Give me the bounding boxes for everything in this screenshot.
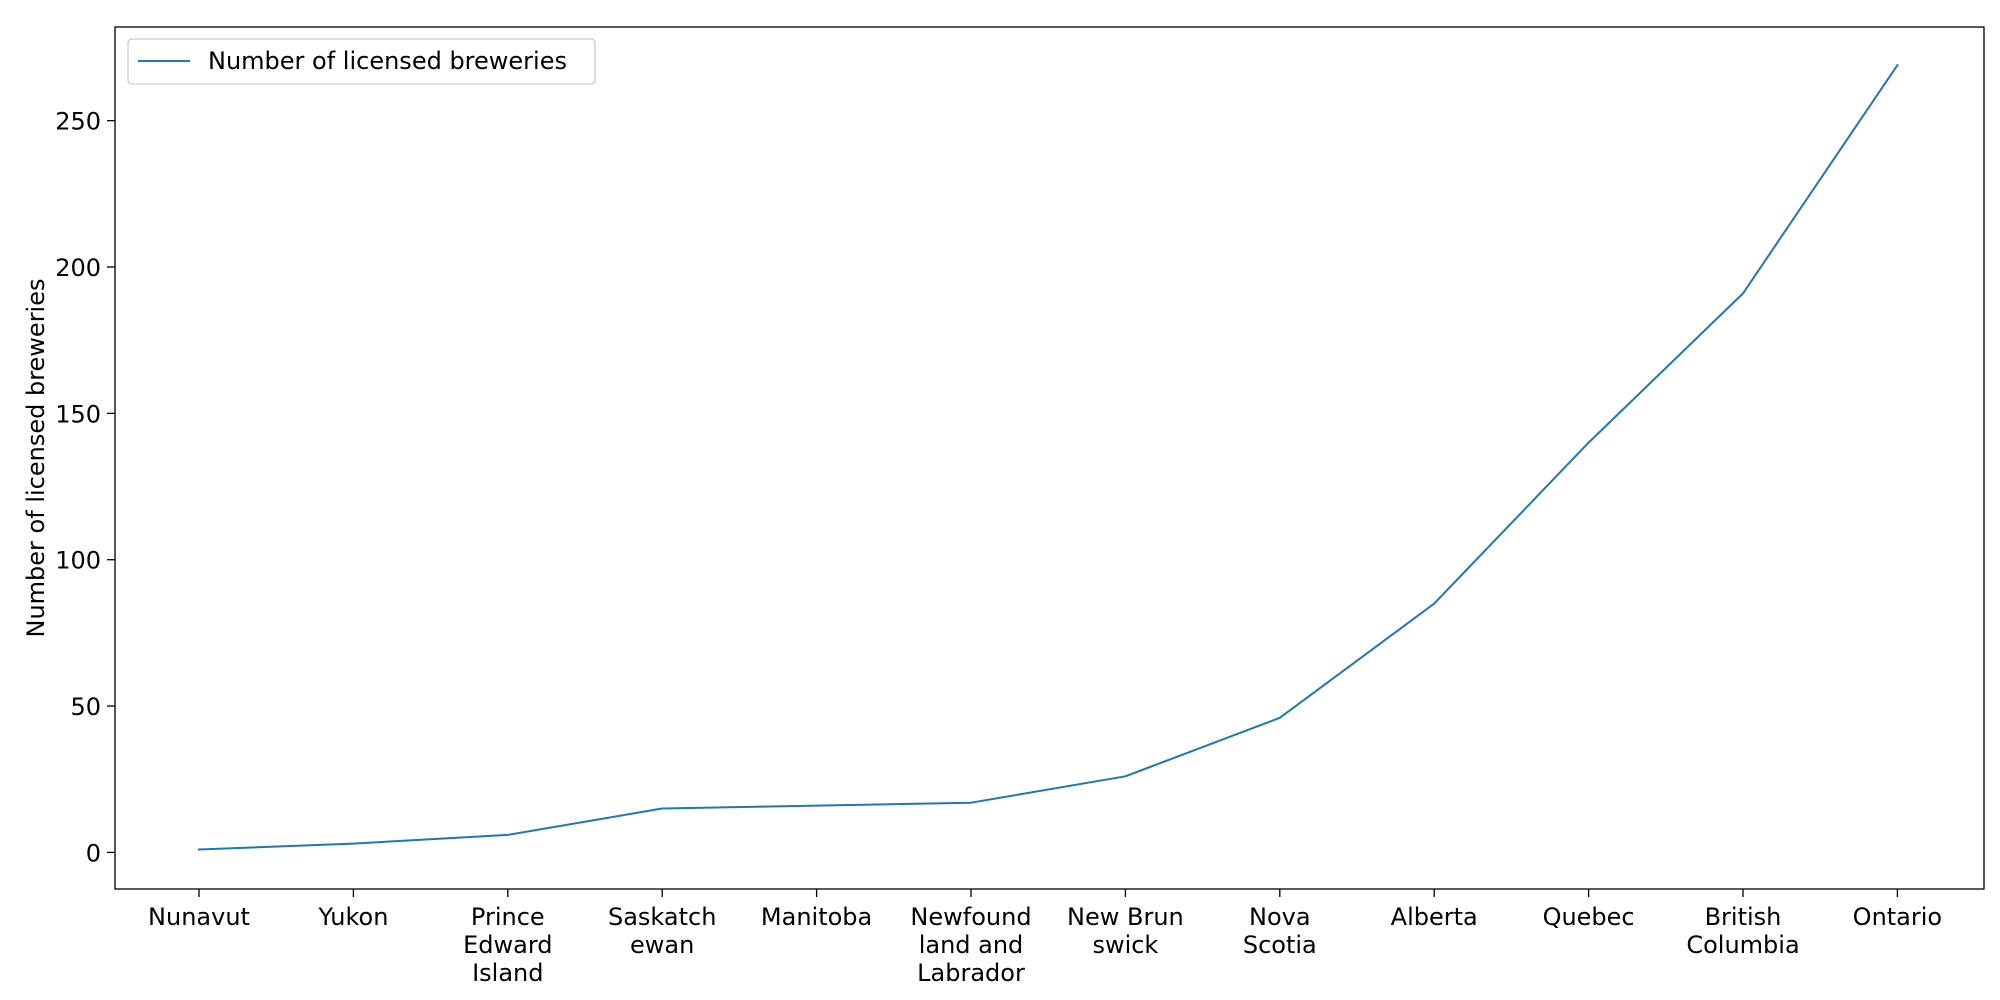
series-line (197, 63, 1899, 851)
y-tick-label: 250 (55, 108, 101, 136)
y-axis: 0 50 100 150 200 250 (55, 108, 115, 867)
x-tick-label: New Brun swick (1067, 903, 1184, 959)
legend: Number of licensed breweries (127, 38, 596, 85)
x-tick-label: Ontario (1853, 903, 1942, 931)
legend-box (127, 38, 596, 85)
y-axis-title: Number of licensed breweries (22, 279, 50, 638)
x-axis: Nunavut Yukon Prince Edward Island Saskatch ew… (148, 889, 1942, 987)
y-tick-label: 0 (86, 839, 101, 867)
x-tick-label: Quebec (1543, 903, 1635, 931)
x-tick-label: Manitoba (761, 903, 872, 931)
legend-label: Number of licensed breweries (208, 47, 567, 75)
series-layer (197, 63, 1899, 851)
y-tick-label: 200 (55, 254, 101, 282)
x-tick-label: Alberta (1391, 903, 1478, 931)
y-tick-label: 100 (55, 547, 101, 575)
x-tick-label: Prince Edward Island (463, 903, 552, 987)
x-tick-label: Nova Scotia (1243, 903, 1317, 959)
x-tick-label: Newfound land and Labrador (910, 903, 1031, 987)
x-tick-label: Nunavut (148, 903, 250, 931)
x-tick-label: Yukon (317, 903, 388, 931)
plot-area (114, 26, 1985, 890)
y-tick-label: 50 (70, 693, 101, 721)
x-tick-label: Saskatch ewan (608, 903, 716, 959)
y-tick-label: 150 (55, 400, 101, 428)
x-tick-label: British Columbia (1686, 903, 1799, 959)
